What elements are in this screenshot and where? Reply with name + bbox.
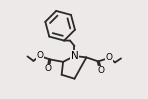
Text: O: O bbox=[106, 53, 113, 62]
Text: O: O bbox=[97, 66, 104, 75]
Text: N: N bbox=[71, 51, 78, 61]
Text: O: O bbox=[45, 64, 52, 73]
Text: O: O bbox=[36, 51, 43, 60]
